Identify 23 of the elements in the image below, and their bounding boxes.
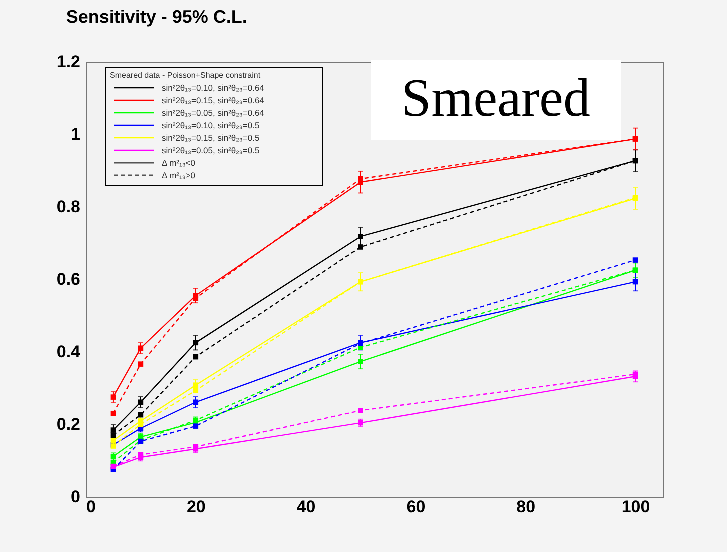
legend-label: sin²2θ₁₃=0.15, sin²θ₂₃=0.64 [162, 96, 265, 106]
annotation: Δ m²₁₃>0 [162, 170, 196, 180]
x-tick-label: 100 [622, 498, 650, 516]
x-tick-label: 80 [516, 498, 536, 516]
x-tick-label: 20 [186, 498, 206, 516]
annotation: Δ m²₁₃<0 [162, 158, 196, 168]
legend-label: sin²2θ₁₃=0.15, sin²θ₂₃=0.5 [162, 133, 260, 143]
legend-title: Smeared data - Poisson+Shape constraint [110, 71, 262, 80]
legend-label: sin²2θ₁₃=0.10, sin²θ₂₃=0.64 [162, 83, 265, 93]
y-tick-label: 0.2 [56, 415, 80, 434]
y-tick-label: 0.4 [56, 342, 82, 362]
y-tick-label: 1.2 [56, 52, 80, 72]
x-tick-label: 40 [296, 498, 316, 516]
legend-label: sin²2θ₁₃=0.10, sin²θ₂₃=0.5 [162, 120, 260, 130]
x-tick-label: 0 [86, 498, 96, 516]
legend-label: sin²2θ₁₃=0.05, sin²θ₂₃=0.5 [162, 146, 260, 156]
x-tick-label: 60 [406, 498, 426, 516]
chart-title: Sensitivity - 95% C.L. [66, 7, 248, 27]
y-tick-label: 0.8 [56, 198, 80, 216]
y-tick-label: 0.6 [56, 270, 80, 289]
annotation: Smeared [402, 68, 590, 128]
y-tick-label: 1 [71, 125, 80, 144]
legend-label: sin²2θ₁₃=0.05, sin²θ₂₃=0.64 [162, 108, 265, 118]
